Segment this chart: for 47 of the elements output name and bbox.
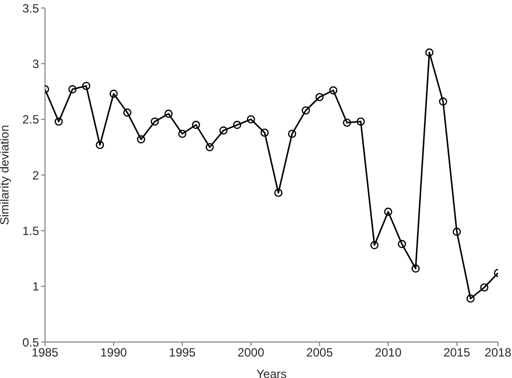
point [136,135,146,144]
point [219,126,228,135]
y-tick-label: 3 [32,56,40,71]
x-tick-label: 2005 [306,346,334,360]
x-tick-label: 1995 [168,346,196,360]
point [233,120,242,129]
point [178,130,186,138]
point [315,92,324,102]
point [302,106,310,115]
point [288,130,296,138]
y-tick-label: 1.5 [22,224,40,238]
point [438,97,448,106]
point [342,118,352,127]
point [452,228,461,236]
point [412,264,420,273]
y-tick-label: 2 [32,168,40,182]
point [82,82,90,90]
point [164,110,173,118]
point [110,90,118,98]
point [466,294,475,303]
point [96,140,104,150]
point [54,117,63,126]
point [274,188,282,197]
point [398,240,406,248]
y-axis-title: Similarity deviation [0,124,12,226]
point [246,115,256,124]
point [329,86,338,94]
point [123,108,132,117]
point [370,241,379,250]
point [192,120,200,129]
point [206,143,214,152]
x-tick-label: 1990 [100,346,128,360]
point [68,85,77,94]
y-tick-label: 3.5 [22,1,40,16]
x-tick-label: 2015 [443,346,470,360]
y-tick-label: 1 [32,280,40,294]
point [480,283,488,292]
point [425,48,434,57]
point [356,117,365,126]
point [260,128,269,137]
y-tick-label: 2.5 [22,112,40,127]
x-tick-label: 2018 [484,346,512,360]
x-axis-title: Years [256,367,287,378]
x-tick-label: 2010 [374,346,402,360]
x-tick-label: 2000 [238,346,265,360]
point [384,208,392,216]
point [150,117,159,126]
